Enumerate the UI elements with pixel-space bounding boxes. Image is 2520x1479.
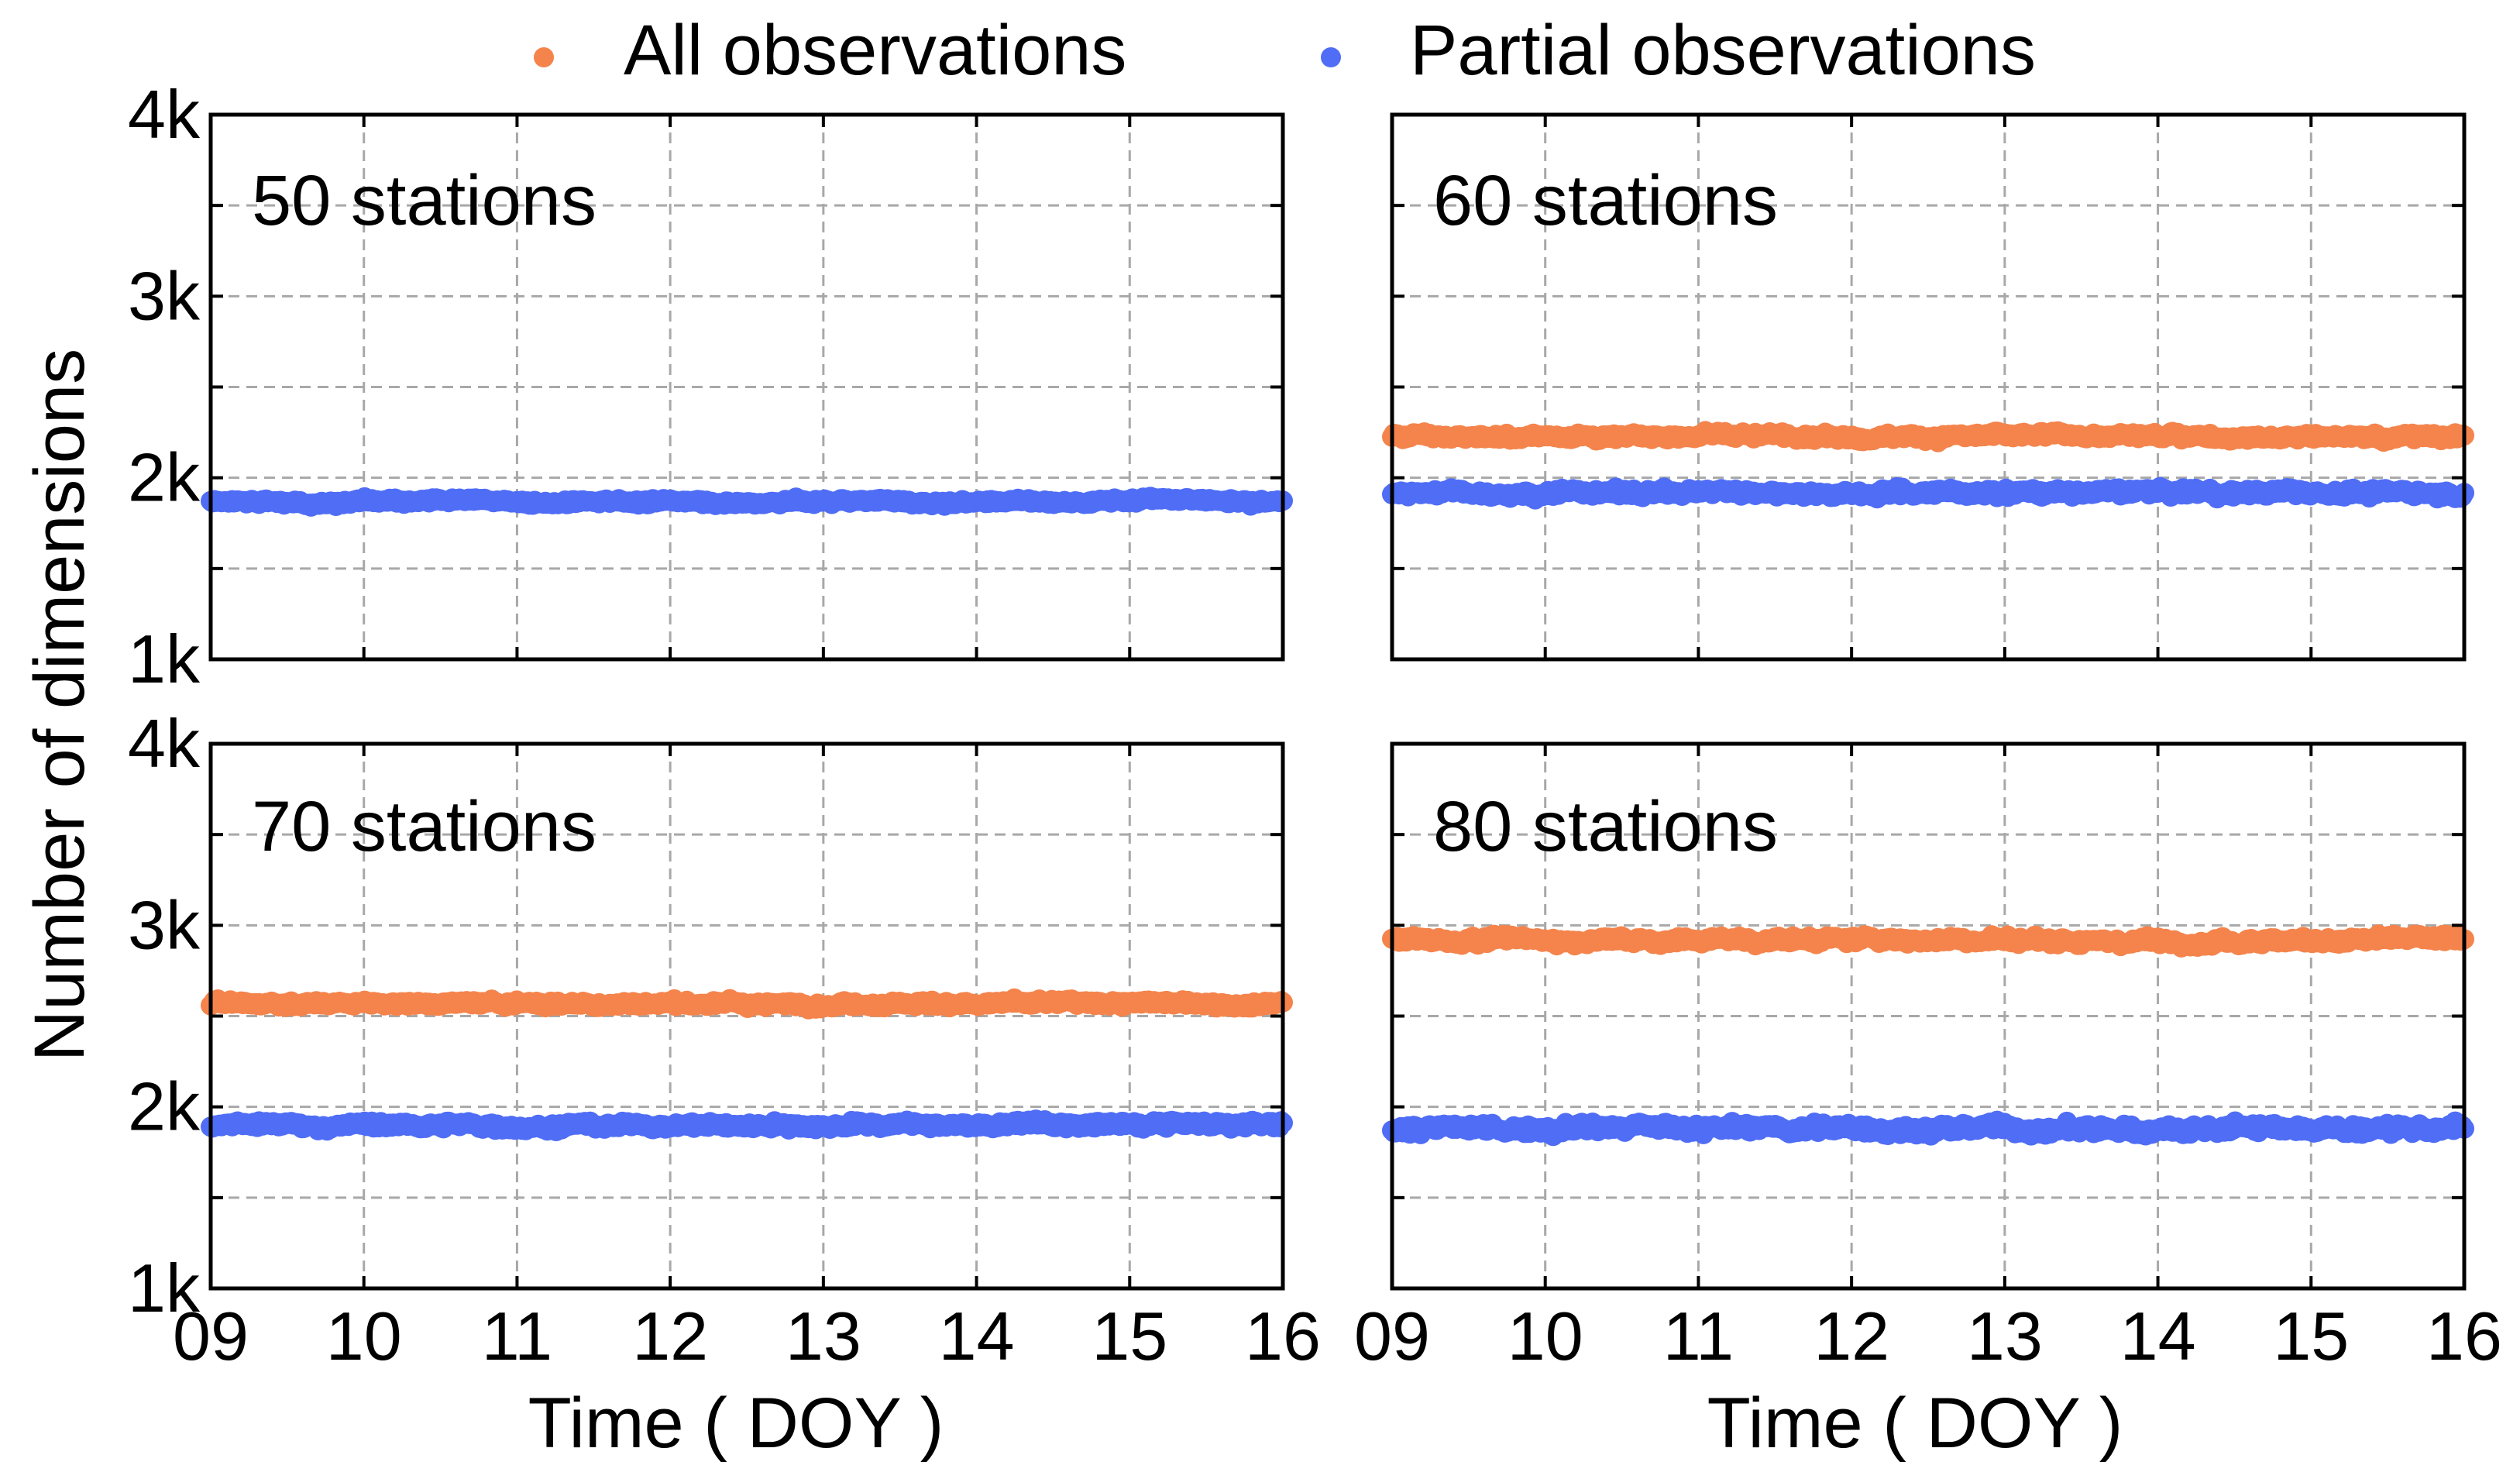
y-tick-label: 2k [128,1068,201,1145]
legend: All observations Partial observations [534,11,2036,90]
y-tick-label: 3k [128,886,201,963]
scatter-points [201,487,1293,517]
x-tick-label: 11 [1663,1298,1734,1374]
x-tick-label: 16 [2426,1298,2502,1374]
x-tick-label: 10 [326,1298,402,1374]
panel-top-right: 60 stations [1382,112,2474,662]
panel-top-left: 50 stations 1k 2k 3k 4k [128,76,1293,697]
series-partial [201,487,1293,517]
x-tick-label: 15 [1092,1298,1167,1374]
legend-label-partial: Partial observations [1410,11,2036,90]
x-tick-label: 13 [786,1298,861,1374]
legend-marker-all [534,47,554,67]
x-tick-label: 09 [1354,1298,1430,1374]
x-axis-label-left: Time ( DOY ) [528,1384,944,1463]
x-tick-label: 16 [1245,1298,1321,1374]
y-tick-label: 3k [128,257,201,334]
panel-title: 50 stations [252,161,596,240]
scatter-points [1382,421,2474,510]
scatter-points [1382,924,2474,1147]
series-partial [1382,476,2474,510]
y-tick-label: 2k [128,439,201,516]
panel-title: 80 stations [1433,787,1778,866]
y-tick-label: 4k [128,705,201,782]
series-partial [201,1109,1293,1141]
legend-label-all: All observations [624,11,1126,90]
x-tick-label: 12 [632,1298,708,1374]
y-axis-label: Number of dimensions [20,349,99,1061]
x-axis-label-right: Time ( DOY ) [1707,1384,2123,1463]
series-partial [1382,1110,2474,1147]
x-tick-label: 10 [1508,1298,1583,1374]
x-tick-label: 14 [2120,1298,2196,1374]
series-all [1382,421,2474,452]
x-tick-label: 12 [1814,1298,1889,1374]
panel-bottom-right: 80 stations 09 10 11 12 13 14 15 16 [1354,741,2502,1374]
series-all [1382,924,2474,958]
x-tick-label: 14 [939,1298,1015,1374]
y-tick-label: 4k [128,76,201,153]
panel-title: 60 stations [1433,161,1778,240]
y-tick-label: 1k [128,1250,201,1326]
y-tick-label: 1k [128,621,201,697]
series-all [201,988,1293,1020]
x-tick-label: 11 [482,1298,552,1374]
x-tick-label: 13 [1967,1298,2043,1374]
x-tick-label: 09 [173,1298,249,1374]
legend-marker-partial [1321,47,1341,67]
x-tick-label: 15 [2273,1298,2349,1374]
panel-title: 70 stations [252,787,596,866]
panel-bottom-left: 70 stations 1k 2k 3k 4k 09 10 11 12 13 14 15 16 [128,705,1321,1374]
scatter-points [201,988,1293,1141]
